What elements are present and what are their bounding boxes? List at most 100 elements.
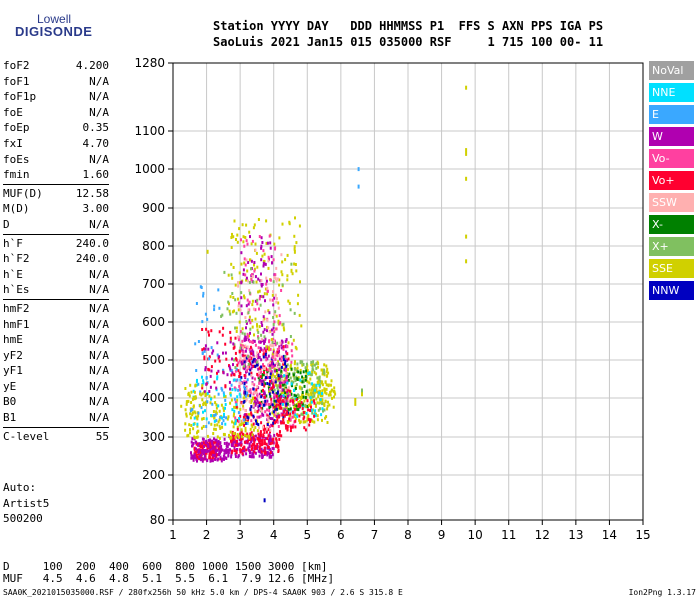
echo-point — [252, 428, 255, 432]
param-row: MUF(D) 12.58 — [3, 186, 109, 202]
echo-point — [251, 425, 254, 429]
echo-point — [257, 277, 260, 281]
echo-point — [258, 297, 261, 301]
echo-point — [218, 436, 221, 440]
echo-point — [278, 357, 281, 361]
echo-point — [268, 406, 271, 409]
echo-point — [237, 455, 240, 459]
echo-point — [252, 354, 255, 358]
echo-point — [310, 405, 312, 409]
echo-point — [264, 262, 267, 266]
echo-point — [236, 363, 239, 367]
echo-point — [311, 364, 314, 368]
echo-point — [251, 275, 254, 278]
echo-point — [268, 392, 271, 396]
echo-point — [204, 344, 207, 348]
echo-point — [357, 184, 360, 189]
echo-point — [266, 418, 269, 422]
echo-point — [185, 402, 188, 406]
echo-point — [197, 450, 200, 454]
echo-point — [245, 276, 248, 280]
echo-point — [199, 404, 201, 408]
echo-point — [293, 393, 296, 397]
echo-point — [247, 279, 250, 283]
echo-point — [275, 407, 278, 411]
echo-point — [259, 375, 262, 379]
echo-point — [268, 388, 271, 391]
echo-point — [252, 422, 255, 426]
echo-point — [260, 402, 262, 406]
echo-point — [260, 421, 263, 425]
echo-point — [330, 383, 332, 387]
echo-point — [224, 398, 227, 402]
echo-point — [267, 428, 270, 432]
echo-point — [265, 373, 268, 377]
echo-point — [308, 423, 311, 427]
echo-point — [280, 391, 283, 395]
echo-point — [277, 360, 280, 364]
echo-point — [259, 439, 262, 443]
echo-point — [295, 404, 298, 408]
echo-point — [287, 390, 290, 394]
echo-point — [187, 399, 190, 403]
echo-point — [289, 407, 292, 411]
echo-point — [259, 346, 262, 350]
echo-point — [305, 390, 308, 394]
echo-point — [293, 262, 296, 266]
echo-point — [276, 418, 279, 422]
echo-point — [232, 363, 234, 367]
echo-point — [190, 456, 193, 460]
echo-point — [302, 411, 305, 414]
echo-point — [236, 427, 239, 431]
echo-point — [323, 404, 326, 407]
echo-point — [270, 379, 273, 383]
y-tick-label: 900 — [142, 201, 165, 215]
echo-point — [268, 455, 271, 459]
echo-point — [243, 360, 246, 364]
echo-point — [304, 420, 307, 424]
echo-point — [260, 282, 263, 286]
echo-point — [255, 401, 258, 405]
param-value: 4.70 — [82, 136, 110, 150]
echo-point — [204, 403, 207, 407]
echo-point — [297, 376, 300, 380]
echo-point — [253, 450, 256, 454]
echo-point — [267, 309, 270, 313]
header-values: SaoLuis 2021 Jan15 015 035000 RSF 1 715 … — [213, 35, 604, 49]
echo-point — [284, 362, 286, 366]
echo-point — [234, 369, 237, 373]
echo-point — [289, 393, 291, 397]
echo-point — [278, 346, 281, 350]
echo-point — [284, 355, 287, 358]
echo-point — [265, 376, 267, 380]
echo-point — [253, 400, 256, 404]
echo-point — [187, 391, 190, 395]
echo-point — [315, 383, 318, 387]
echo-point — [270, 375, 273, 378]
echo-point — [274, 411, 277, 415]
echo-point — [260, 358, 263, 362]
echo-point — [239, 394, 242, 398]
echo-point — [210, 329, 213, 333]
echo-point — [236, 395, 239, 399]
echo-point — [231, 449, 234, 453]
echo-point — [271, 438, 274, 442]
echo-point — [202, 425, 205, 428]
echo-point — [273, 367, 276, 371]
echo-point — [199, 390, 202, 394]
echo-point — [201, 320, 204, 324]
echo-point — [284, 400, 287, 404]
echo-point — [245, 320, 248, 323]
echo-point — [281, 413, 284, 417]
echo-point — [275, 438, 278, 442]
echo-point — [261, 241, 264, 244]
echo-point — [197, 411, 200, 415]
echo-point — [278, 437, 281, 441]
echo-point — [282, 415, 285, 419]
echo-point — [257, 356, 260, 360]
echo-point — [243, 449, 246, 453]
echo-point — [272, 441, 275, 445]
echo-point — [216, 353, 219, 357]
echo-point — [296, 369, 299, 373]
echo-point — [259, 434, 262, 438]
